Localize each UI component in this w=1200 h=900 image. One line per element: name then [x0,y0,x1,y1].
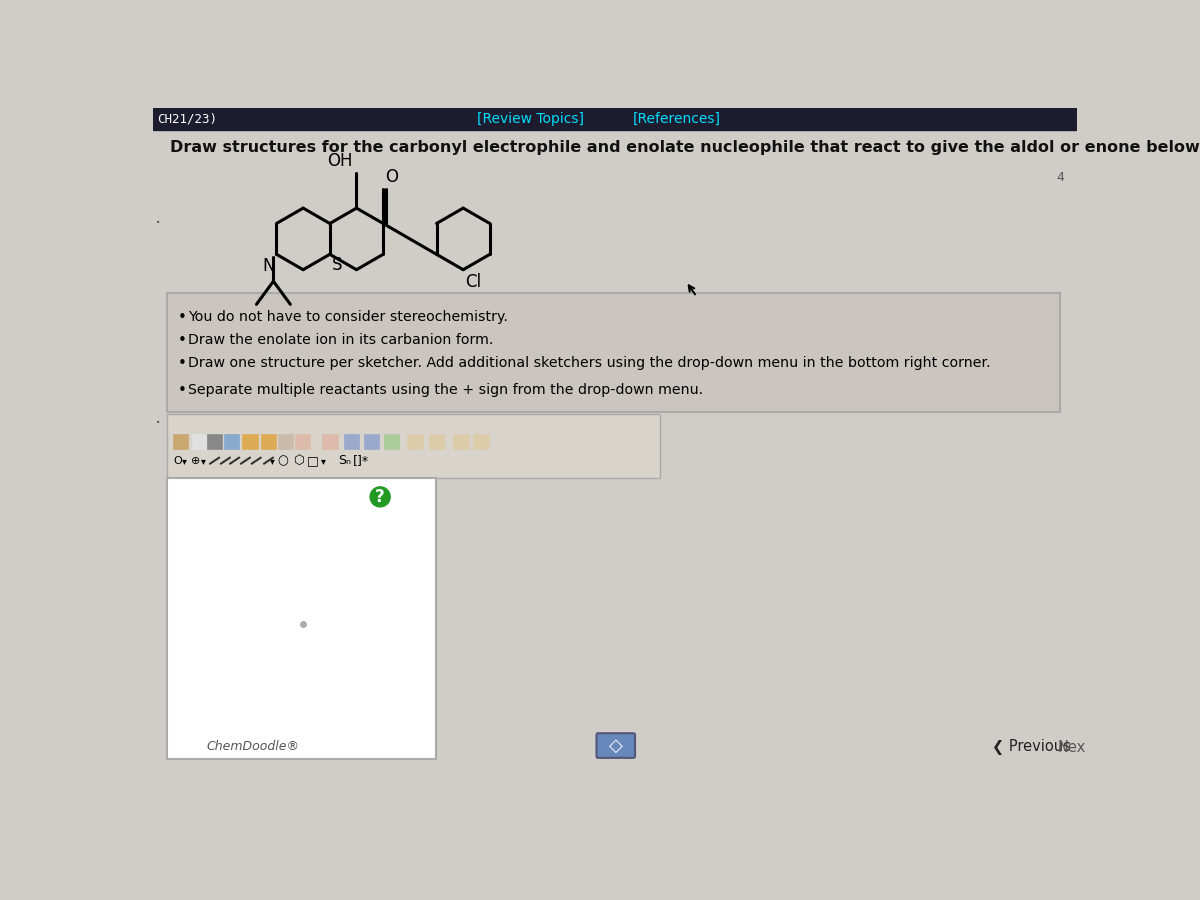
Bar [167,415,660,478]
Text: Draw one structure per sketcher. Add additional sketchers using the drop-down me: Draw one structure per sketcher. Add add… [188,356,991,370]
Text: Cl: Cl [466,273,481,291]
Text: □: □ [307,454,319,467]
Text: Sₙ: Sₙ [338,454,350,467]
Text: [Review Topics]: [Review Topics] [476,112,583,126]
Text: •: • [178,356,186,371]
Text: ⬡: ⬡ [293,454,304,467]
Text: []*: []* [353,454,370,467]
Text: ▾: ▾ [182,455,187,465]
Text: •: • [178,382,186,398]
Text: O: O [173,455,181,465]
Text: ·: · [155,414,161,433]
Bar [454,434,469,449]
Text: Draw the enolate ion in its carbanion form.: Draw the enolate ion in its carbanion fo… [188,333,493,346]
Bar [384,434,400,449]
Text: ⊕: ⊕ [192,455,200,465]
Bar [428,434,444,449]
Text: S: S [332,256,343,274]
Bar [206,434,222,449]
Bar [295,434,310,449]
Text: ?: ? [376,488,385,506]
Text: ▾: ▾ [200,455,205,465]
Text: N: N [263,256,275,274]
Circle shape [370,487,390,507]
Bar [167,478,437,759]
Bar [224,434,239,449]
Bar [173,434,188,449]
Text: Nex: Nex [1057,740,1086,754]
Text: 4: 4 [1056,171,1064,184]
Bar [364,434,379,449]
Text: ▾: ▾ [320,455,325,465]
Bar [242,434,258,449]
Text: Draw structures for the carbonyl electrophile and enolate nucleophile that react: Draw structures for the carbonyl electro… [170,140,1200,156]
Text: ○: ○ [277,454,289,467]
Text: OH: OH [328,152,353,170]
Text: •: • [178,333,186,347]
Text: ▾: ▾ [270,455,275,465]
Text: [References]: [References] [632,112,720,126]
Text: ❮ Previous: ❮ Previous [992,739,1072,755]
Bar [407,434,422,449]
Bar [277,434,293,449]
Text: O: O [385,167,397,185]
Text: •: • [178,310,186,325]
FancyBboxPatch shape [596,734,635,758]
Bar [344,434,359,449]
Text: CH21/23): CH21/23) [157,112,217,125]
Bar [473,434,488,449]
Bar [323,434,338,449]
Bar [167,292,1060,412]
Text: ·: · [155,214,161,233]
Text: ChemDoodle®: ChemDoodle® [206,741,300,753]
Bar [260,434,276,449]
Bar [154,108,1078,130]
Text: You do not have to consider stereochemistry.: You do not have to consider stereochemis… [188,310,509,324]
Text: Separate multiple reactants using the + sign from the drop-down menu.: Separate multiple reactants using the + … [188,382,703,397]
Text: ◇: ◇ [608,736,623,754]
Bar [192,434,206,449]
